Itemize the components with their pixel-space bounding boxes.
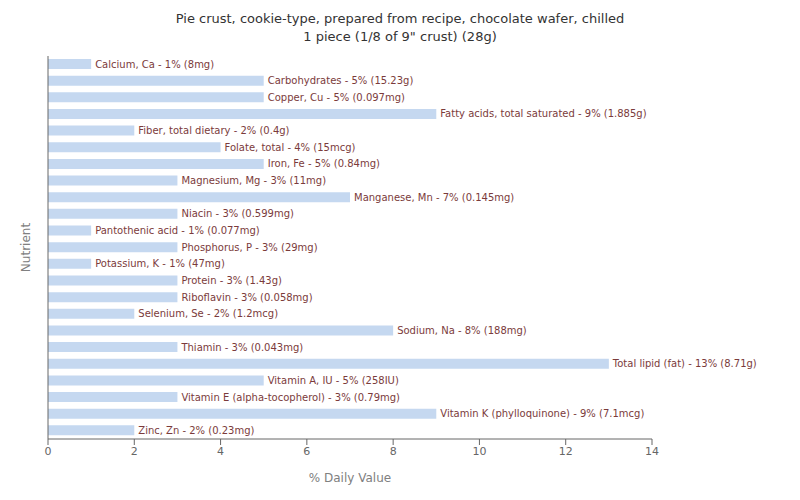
svg-text:Protein - 3% (1.43g): Protein - 3% (1.43g) [181,275,282,286]
svg-text:14: 14 [645,445,659,458]
html-text:1 piece (1/8 of 9" crust) (28g: 1 piece (1/8 of 9" crust) (28g) [303,29,497,44]
svg-text:Phosphorus, P - 3% (29mg): Phosphorus, P - 3% (29mg) [181,242,317,253]
svg-text:Riboflavin - 3% (0.058mg): Riboflavin - 3% (0.058mg) [181,292,312,303]
svg-text:Pantothenic acid - 1% (0.077mg: Pantothenic acid - 1% (0.077mg) [95,225,260,236]
svg-text:Nutrient: Nutrient [19,223,33,273]
svg-text:2: 2 [131,445,138,458]
svg-text:Fatty acids, total saturated -: Fatty acids, total saturated - 9% (1.885… [440,108,646,119]
svg-text:Folate, total - 4% (15mcg): Folate, total - 4% (15mcg) [225,142,356,153]
svg-text:Vitamin E (alpha-tocopherol) -: Vitamin E (alpha-tocopherol) - 3% (0.79m… [181,392,400,403]
svg-text:10: 10 [472,445,486,458]
svg-text:Vitamin K (phylloquinone) - 9%: Vitamin K (phylloquinone) - 9% (7.1mcg) [440,408,644,419]
svg-text:Thiamin - 3% (0.043mg): Thiamin - 3% (0.043mg) [180,342,303,353]
svg-text:4: 4 [217,445,224,458]
svg-text:Fiber, total dietary - 2% (0.4: Fiber, total dietary - 2% (0.4g) [138,125,289,136]
svg-text:8: 8 [390,445,397,458]
svg-text:0: 0 [45,445,52,458]
svg-text:Selenium, Se - 2% (1.2mcg): Selenium, Se - 2% (1.2mcg) [138,308,278,319]
svg-text:Iron, Fe - 5% (0.84mg): Iron, Fe - 5% (0.84mg) [268,158,380,169]
svg-text:Sodium, Na - 8% (188mg): Sodium, Na - 8% (188mg) [397,325,527,336]
svg-text:Niacin - 3% (0.599mg): Niacin - 3% (0.599mg) [181,208,294,219]
html-text:Pie crust, cookie-type, prepar: Pie crust, cookie-type, prepared from re… [175,11,625,26]
svg-text:Total lipid (fat) - 13% (8.71g: Total lipid (fat) - 13% (8.71g) [612,358,757,369]
svg-text:Vitamin A, IU - 5% (258IU): Vitamin A, IU - 5% (258IU) [268,375,399,386]
svg-text:Copper, Cu - 5% (0.097mg): Copper, Cu - 5% (0.097mg) [268,92,405,103]
svg-text:12: 12 [559,445,573,458]
svg-text:% Daily Value: % Daily Value [309,471,391,485]
svg-text:6: 6 [303,445,310,458]
svg-text:Potassium, K - 1% (47mg): Potassium, K - 1% (47mg) [95,258,225,269]
svg-text:Manganese, Mn - 7% (0.145mg): Manganese, Mn - 7% (0.145mg) [354,192,514,203]
svg-text:Magnesium, Mg - 3% (11mg): Magnesium, Mg - 3% (11mg) [181,175,326,186]
svg-text:Zinc, Zn - 2% (0.23mg): Zinc, Zn - 2% (0.23mg) [138,425,254,436]
svg-text:Calcium, Ca - 1% (8mg): Calcium, Ca - 1% (8mg) [95,59,214,70]
svg-text:Carbohydrates - 5% (15.23g): Carbohydrates - 5% (15.23g) [268,75,414,86]
